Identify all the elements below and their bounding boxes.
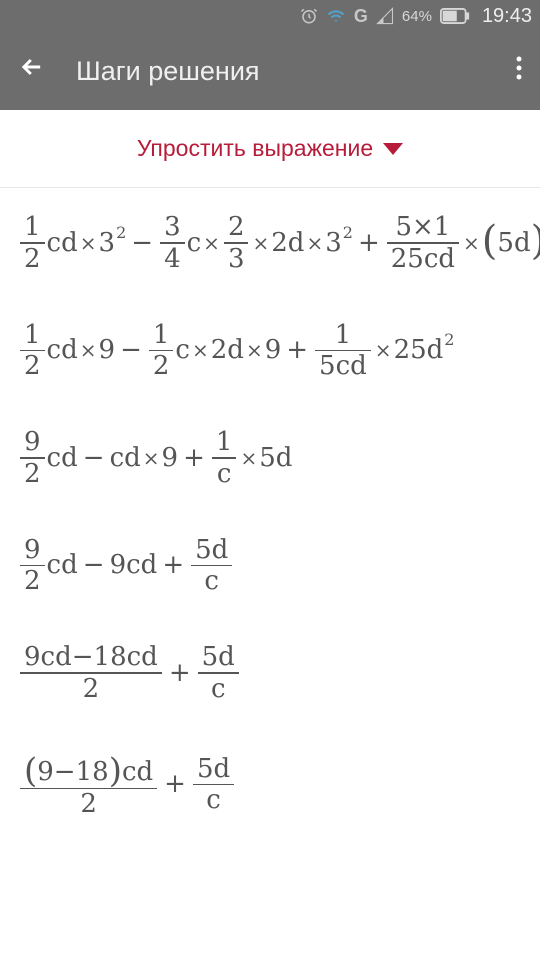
multiply-icon: × (463, 233, 480, 253)
chevron-down-icon (383, 143, 403, 155)
left-paren: ( (482, 221, 498, 261)
more-icon[interactable] (516, 56, 522, 87)
operator: − (83, 552, 105, 578)
multiply-icon: × (80, 340, 97, 360)
multiply-icon: × (240, 448, 257, 468)
status-bar: G 64% 19:43 (0, 0, 540, 32)
math-text: 9cd (110, 552, 158, 578)
right-paren: ) (531, 221, 540, 261)
operator: − (120, 337, 142, 363)
clock: 19:43 (482, 5, 532, 28)
fraction: 5×125cd (387, 212, 459, 274)
math-text: 9 (265, 337, 282, 363)
multiply-icon: × (252, 233, 269, 253)
math-text: 3 (325, 230, 342, 256)
math-text: 5d (497, 230, 530, 256)
fraction: 1c (212, 427, 237, 489)
fraction: 5dc (191, 535, 232, 597)
action-dropdown[interactable]: Упростить выражение (0, 110, 540, 188)
fraction: 23 (224, 212, 249, 274)
fraction: 15cd (315, 320, 371, 382)
signal-icon (376, 7, 394, 25)
fraction: 12 (149, 320, 174, 382)
operator: + (183, 445, 205, 471)
math-text: c (187, 230, 202, 256)
math-text: 9 (162, 445, 179, 471)
fraction: 34 (160, 212, 185, 274)
operator: + (162, 552, 184, 578)
wifi-icon (326, 7, 346, 25)
math-text: 5d (259, 445, 292, 471)
math-step: 12cd×9−12c×2d×9+15cd×25d2 (18, 320, 522, 382)
math-step: 9cd−18cd2 +5dc (18, 642, 522, 704)
fraction: 92 (20, 535, 45, 597)
multiply-icon: × (80, 233, 97, 253)
multiply-icon: × (192, 340, 209, 360)
math-step: 92cd−cd×9+1c×5d (18, 427, 522, 489)
operator: − (83, 445, 105, 471)
battery-icon (440, 8, 470, 24)
battery-percent: 64% (402, 8, 432, 25)
math-text: 9 (99, 337, 116, 363)
fraction: (9−18)cd2 (20, 750, 157, 820)
operator: + (358, 230, 380, 256)
fraction: 5dc (198, 642, 239, 704)
fraction: 12 (20, 212, 45, 274)
superscript: 2 (116, 225, 126, 241)
superscript: 2 (444, 332, 454, 348)
network-label: G (354, 6, 368, 27)
math-text: cd (47, 552, 78, 578)
math-step: 92cd−9cd+5dc (18, 535, 522, 597)
math-text: cd (47, 445, 78, 471)
math-text: 3 (99, 230, 116, 256)
alarm-icon (300, 7, 318, 25)
multiply-icon: × (246, 340, 263, 360)
page-title: Шаги решения (76, 56, 516, 87)
multiply-icon: × (306, 233, 323, 253)
math-step: (9−18)cd2 +5dc (18, 750, 522, 820)
superscript: 2 (343, 225, 353, 241)
math-text: 2d (271, 230, 304, 256)
math-text: c (175, 337, 190, 363)
math-text: 25d (394, 337, 444, 363)
multiply-icon: × (203, 233, 220, 253)
fraction: 5dc (193, 754, 234, 816)
operator: + (169, 660, 191, 686)
operator: − (131, 230, 153, 256)
math-text: cd (110, 445, 141, 471)
math-text: 2d (211, 337, 244, 363)
app-bar: Шаги решения (0, 32, 540, 110)
action-label: Упростить выражение (137, 135, 373, 162)
fraction: 92 (20, 427, 45, 489)
back-arrow-icon[interactable] (18, 53, 46, 89)
math-steps: 12cd×32−34c×23×2d×32+5×125cd×(5d)212cd×9… (0, 188, 540, 819)
math-step: 12cd×32−34c×23×2d×32+5×125cd×(5d)2 (18, 212, 522, 274)
operator: + (286, 337, 308, 363)
math-text: cd (47, 230, 78, 256)
fraction: 9cd−18cd2 (20, 642, 162, 704)
multiply-icon: × (143, 448, 160, 468)
multiply-icon: × (375, 340, 392, 360)
math-text: cd (47, 337, 78, 363)
operator: + (164, 771, 186, 797)
fraction: 12 (20, 320, 45, 382)
